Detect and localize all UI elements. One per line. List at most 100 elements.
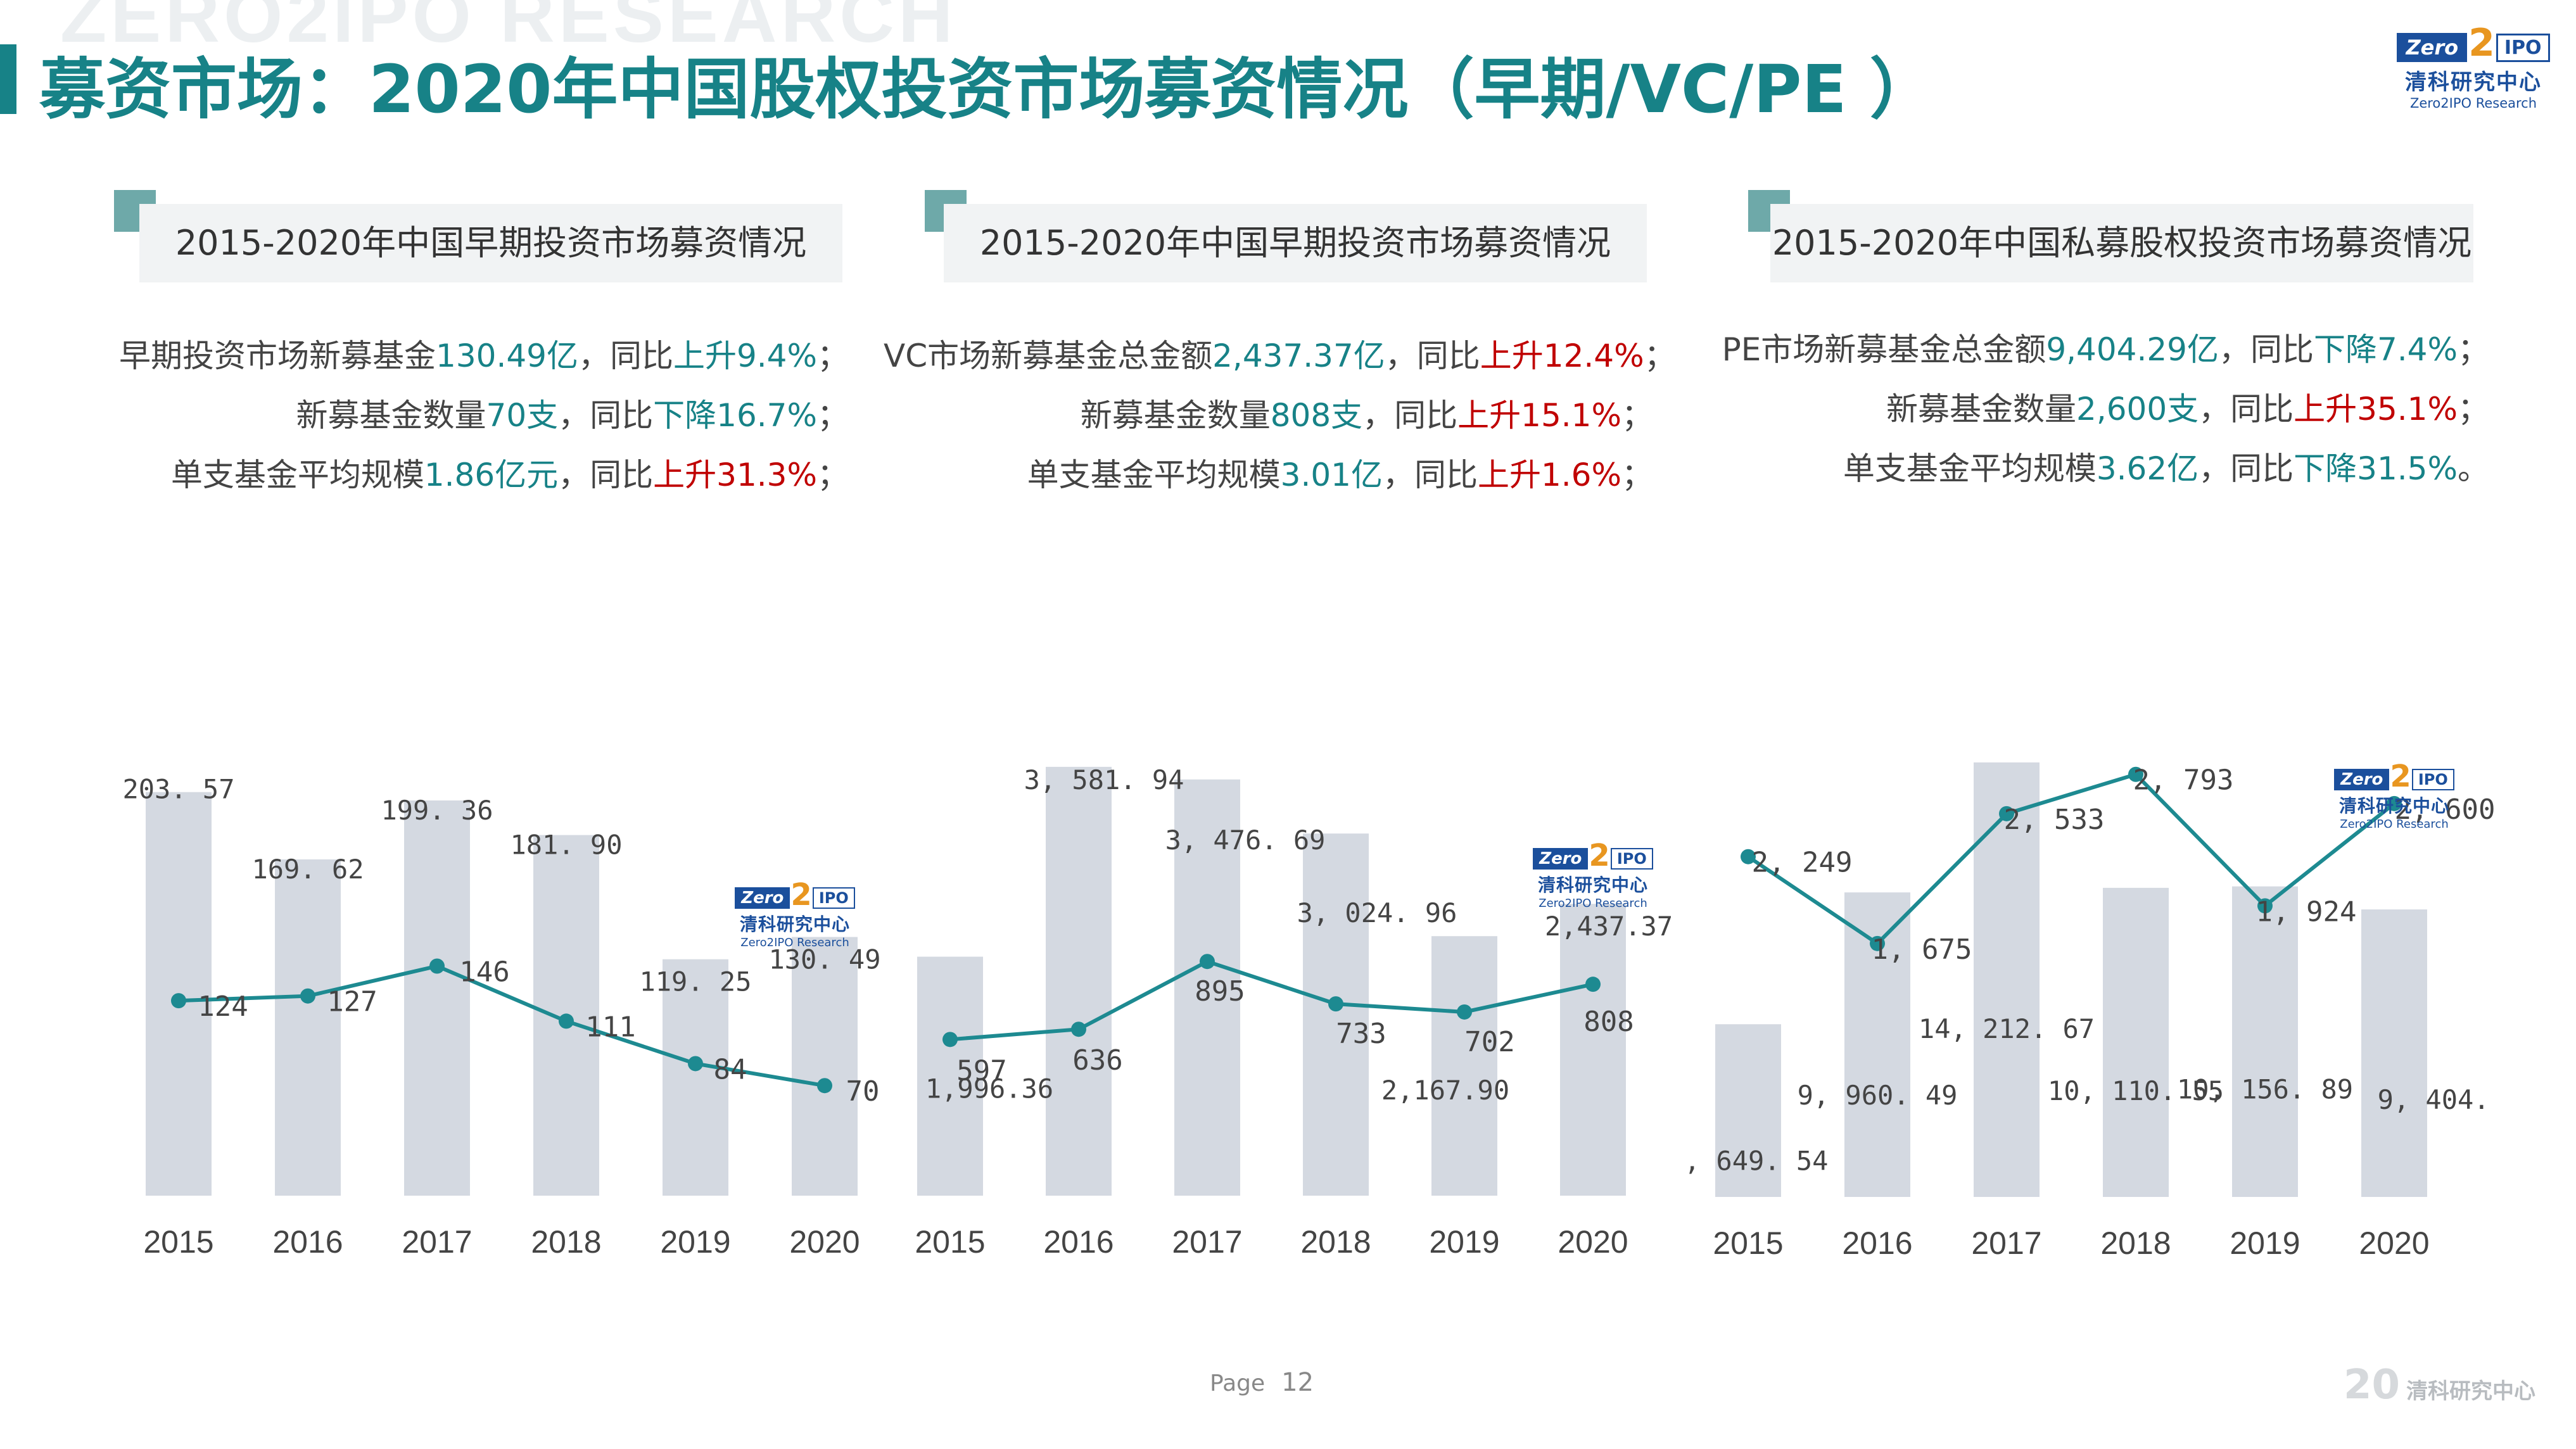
- summary-punct: ；: [1621, 457, 1653, 493]
- chart-x-tick-label: 2018: [2100, 1225, 2171, 1261]
- chart-series-line: [1747, 772, 2395, 946]
- chart-line-label: 636: [1072, 1044, 1122, 1077]
- logo-cn: 清科研究中心: [2338, 795, 2449, 816]
- title-accent-bar: [0, 44, 16, 114]
- logo-zero: Zero: [2334, 769, 2390, 790]
- summary-label: 单支基金平均规模: [1843, 450, 2097, 487]
- chart-x-tick-label: 2020: [789, 1224, 860, 1260]
- brand-logo: Zero 2 IPO 清科研究中心 Zero2IPO Research: [2397, 24, 2550, 111]
- chart-line-label: 702: [1464, 1026, 1514, 1058]
- panel-pe: 2015-2020年中国私募股权投资市场募资情况 PE市场新募基金总金额9,40…: [1685, 190, 2496, 1267]
- logo-ipo: IPO: [2496, 33, 2550, 62]
- logo-en: Zero2IPO Research: [2409, 96, 2537, 111]
- logo-cn: 清科研究中心: [2405, 70, 2542, 95]
- chart-line-point: [2257, 898, 2273, 914]
- logo-two: 2: [2390, 759, 2411, 794]
- summary-value: 2,437.37亿: [1212, 338, 1385, 374]
- chart-bar: [2361, 909, 2427, 1197]
- summary-change: 上升35.1%: [2294, 391, 2458, 427]
- chart-bar: [275, 859, 341, 1196]
- chart-watermark-logo: Zero 2 IPO 清科研究中心 Zero2IPO Research: [2331, 761, 2458, 831]
- panel-summary: 早期投资市场新募基金130.49亿，同比上升9.4%； 新募基金数量70支，同比下…: [114, 326, 849, 505]
- chart-line-point: [1870, 935, 1885, 951]
- chart-bar: [1715, 1024, 1781, 1197]
- page-indicator: Page 12: [1210, 1368, 1314, 1397]
- summary-punct: ；: [1621, 397, 1653, 434]
- chart-bar: [663, 959, 728, 1196]
- panel-title: 2015-2020年中国早期投资市场募资情况: [944, 204, 1647, 282]
- chart-bar-label: 3, 476. 69: [1165, 825, 1326, 856]
- summary-line: 单支基金平均规模1.86亿元，同比上升31.3%；: [114, 445, 849, 505]
- chart-bar-label: 181. 90: [510, 830, 622, 861]
- summary-change: 上升31.3%: [653, 457, 817, 493]
- summary-value: 3.62亿: [2096, 450, 2199, 487]
- summary-line: 单支基金平均规模3.62亿，同比下降31.5%。: [1685, 439, 2489, 498]
- summary-compare: ，同比: [2198, 450, 2294, 487]
- chart-line-point: [942, 1032, 958, 1047]
- chart-container: 5, 649. 54 9, 960. 49 14, 212. 67 10, 110. …: [1685, 519, 2496, 1267]
- panel-summary: PE市场新募基金总金额9,404.29亿，同比下降7.4%； 新募基金数量2,60…: [1685, 320, 2489, 498]
- chart-line-label: 146: [459, 956, 509, 989]
- chart-watermark-logo: Zero 2 IPO 清科研究中心 Zero2IPO Research: [732, 880, 858, 949]
- chart-x-tick-label: 2016: [1842, 1225, 1912, 1261]
- summary-value: 9,404.29亿: [2046, 331, 2219, 368]
- summary-change: 下降31.5%: [2294, 450, 2458, 487]
- chart-bar-label: 119. 25: [639, 966, 751, 997]
- panel-summary: VC市场新募基金总金额2,437.37亿，同比上升12.4%； 新募基金数量808…: [884, 326, 1676, 505]
- chart-line-point: [1328, 996, 1343, 1012]
- logo-two: 2: [790, 877, 812, 913]
- chart-bar-label: 130. 49: [768, 944, 880, 975]
- summary-value: 2,600支: [2076, 391, 2199, 427]
- chart-line-point: [300, 988, 315, 1004]
- summary-punct: ；: [817, 397, 849, 434]
- summary-label: 早期投资市场新募基金: [119, 338, 436, 374]
- chart-bar: [2103, 887, 2169, 1197]
- chart-bar-label: 199. 36: [381, 795, 493, 826]
- chart-line-label: 2, 793: [2133, 764, 2234, 797]
- summary-line: 早期投资市场新募基金130.49亿，同比上升9.4%；: [114, 326, 849, 386]
- chart-line-point: [559, 1013, 574, 1029]
- chart-line-label: 597: [956, 1054, 1006, 1087]
- page-title: 募资市场：2020年中国股权投资市场募资情况（早期/VC/PE ）: [39, 51, 1936, 128]
- chart-line-label: 1, 924: [2256, 895, 2357, 928]
- summary-value: 1.86亿元: [424, 457, 559, 493]
- chart-container: 203. 57 169. 62 199. 36 181. 90 119. 25 130. …: [114, 519, 925, 1267]
- chart-line-label: 2, 600: [2395, 794, 2496, 826]
- chart-x-tick-label: 2015: [915, 1224, 985, 1260]
- chart-line-point: [2387, 795, 2402, 811]
- chart-line-point: [2128, 766, 2143, 782]
- chart-series-line: [949, 959, 1594, 1042]
- logo-ipo: IPO: [1610, 848, 1653, 870]
- chart-bar: [1560, 904, 1626, 1196]
- chart-x-tick-label: 2019: [1429, 1224, 1499, 1260]
- summary-compare: ，同比: [1382, 457, 1478, 493]
- chart-bar-label: 2,437.37: [1545, 911, 1673, 942]
- logo-two: 2: [1589, 838, 1610, 873]
- chart-series-line: [178, 964, 825, 1088]
- summary-label: PE市场新募基金总金额: [1722, 331, 2046, 368]
- summary-label: 新募基金数量: [296, 397, 486, 434]
- chart-x-tick-label: 2015: [1713, 1225, 1783, 1261]
- chart-bar-label: 169. 62: [251, 854, 364, 885]
- page-label: Page: [1210, 1370, 1266, 1396]
- chart-svg: 5, 649. 54 9, 960. 49 14, 212. 67 10, 110. …: [1685, 762, 2496, 1261]
- chart-line-point: [171, 993, 186, 1009]
- logo-ipo: IPO: [812, 887, 855, 909]
- chart-line-label: 2, 533: [2004, 804, 2105, 836]
- summary-compare: ，同比: [558, 457, 654, 493]
- chart-bar: [1174, 779, 1240, 1196]
- chart-line-point: [1999, 806, 2014, 821]
- summary-label: 新募基金数量: [1080, 397, 1271, 434]
- summary-compare: ，同比: [2218, 331, 2314, 368]
- chart-x-tick-label: 2020: [1558, 1224, 1628, 1260]
- chart-bar: [1431, 936, 1497, 1196]
- footer-mark: 20: [2344, 1362, 2401, 1408]
- chart-line-label: 70: [846, 1075, 880, 1108]
- summary-punct: ；: [817, 338, 849, 374]
- chart-x-tick-label: 2017: [1971, 1225, 2041, 1261]
- summary-compare: ，同比: [1385, 338, 1480, 374]
- chart-line-label: 111: [585, 1011, 635, 1043]
- chart-x-tick-label: 2016: [1043, 1224, 1114, 1260]
- chart-x-tick-label: 2015: [143, 1224, 213, 1260]
- summary-change: 上升9.4%: [673, 338, 817, 374]
